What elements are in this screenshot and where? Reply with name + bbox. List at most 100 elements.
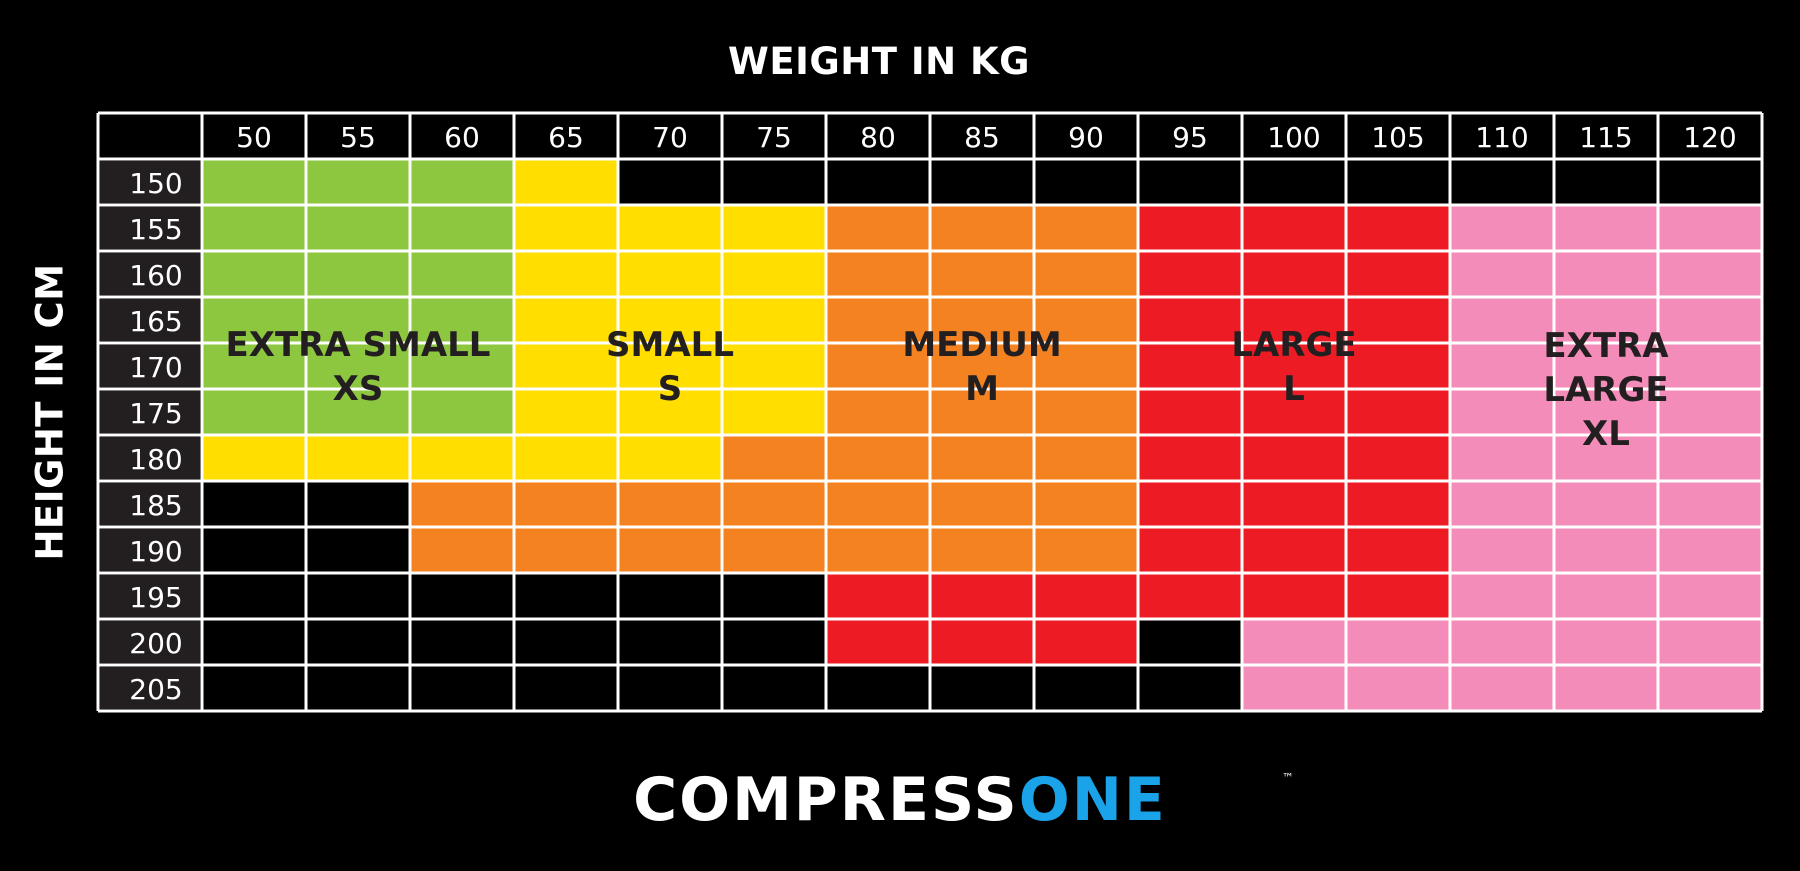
cell-155-100 [1242, 205, 1346, 251]
cell-200-55 [306, 619, 410, 665]
row-header-bg [100, 345, 200, 387]
cell-200-115 [1554, 619, 1658, 665]
size-label-xs: EXTRA SMALL [226, 325, 491, 365]
cell-150-105 [1346, 159, 1450, 205]
cell-160-55 [306, 251, 410, 297]
cell-160-120 [1658, 251, 1762, 297]
size-label-s: S [658, 369, 683, 409]
cell-170-75 [722, 343, 826, 389]
cell-150-85 [930, 159, 1034, 205]
cell-165-60 [410, 297, 514, 343]
cell-205-65 [514, 665, 618, 711]
cell-180-100 [1242, 435, 1346, 481]
y-tick-label: 155 [129, 213, 182, 246]
cell-160-110 [1450, 251, 1554, 297]
x-tick-label: 60 [444, 121, 480, 154]
x-tick-label: 75 [756, 121, 792, 154]
cell-200-95 [1138, 619, 1242, 665]
cell-190-120 [1658, 527, 1762, 573]
cell-165-70 [618, 297, 722, 343]
cell-170-50 [202, 343, 306, 389]
y-tick-label: 165 [129, 305, 182, 338]
x-tick-label: 80 [860, 121, 896, 154]
x-tick-label: 90 [1068, 121, 1104, 154]
trademark-symbol: ™ [1282, 771, 1294, 785]
cell-195-120 [1658, 573, 1762, 619]
cell-185-105 [1346, 481, 1450, 527]
x-tick-label: 105 [1371, 121, 1424, 154]
cell-150-90 [1034, 159, 1138, 205]
cell-175-70 [618, 389, 722, 435]
cell-195-100 [1242, 573, 1346, 619]
cell-165-75 [722, 297, 826, 343]
size-label-m: M [965, 369, 999, 409]
cell-160-90 [1034, 251, 1138, 297]
cell-160-115 [1554, 251, 1658, 297]
cell-175-55 [306, 389, 410, 435]
cell-180-75 [722, 435, 826, 481]
cell-175-80 [826, 389, 930, 435]
cell-165-110 [1450, 297, 1554, 343]
cell-165-80 [826, 297, 930, 343]
size-label-l: LARGE [1231, 325, 1356, 365]
cell-165-115 [1554, 297, 1658, 343]
cell-155-115 [1554, 205, 1658, 251]
cell-150-55 [306, 159, 410, 205]
cell-205-75 [722, 665, 826, 711]
row-header-bg [100, 621, 200, 663]
cell-170-60 [410, 343, 514, 389]
y-tick-label: 205 [129, 673, 182, 706]
cell-180-90 [1034, 435, 1138, 481]
cell-200-70 [618, 619, 722, 665]
y-tick-label: 160 [129, 259, 182, 292]
cell-155-70 [618, 205, 722, 251]
cell-195-80 [826, 573, 930, 619]
cell-200-75 [722, 619, 826, 665]
cell-205-70 [618, 665, 722, 711]
cell-170-55 [306, 343, 410, 389]
cell-175-110 [1450, 389, 1554, 435]
cell-200-50 [202, 619, 306, 665]
cell-190-65 [514, 527, 618, 573]
cell-155-85 [930, 205, 1034, 251]
size-label-xl: LARGE [1543, 370, 1668, 410]
cell-195-115 [1554, 573, 1658, 619]
cell-155-75 [722, 205, 826, 251]
x-axis-title: WEIGHT IN KG [728, 40, 1030, 83]
cell-160-100 [1242, 251, 1346, 297]
cell-170-80 [826, 343, 930, 389]
cell-190-105 [1346, 527, 1450, 573]
cell-170-90 [1034, 343, 1138, 389]
x-tick-label: 95 [1172, 121, 1208, 154]
y-tick-label: 170 [129, 351, 182, 384]
cell-165-120 [1658, 297, 1762, 343]
cell-205-105 [1346, 665, 1450, 711]
row-header-bg [100, 437, 200, 479]
cell-205-100 [1242, 665, 1346, 711]
row-header-bg [100, 299, 200, 341]
cell-185-95 [1138, 481, 1242, 527]
row-header-bg [100, 391, 200, 433]
cell-170-115 [1554, 343, 1658, 389]
cell-175-75 [722, 389, 826, 435]
cell-150-65 [514, 159, 618, 205]
cell-200-100 [1242, 619, 1346, 665]
cell-200-120 [1658, 619, 1762, 665]
y-tick-label: 195 [129, 581, 182, 614]
cell-205-60 [410, 665, 514, 711]
size-label-s: SMALL [606, 325, 734, 365]
cell-190-110 [1450, 527, 1554, 573]
cell-175-95 [1138, 389, 1242, 435]
y-tick-label: 200 [129, 627, 182, 660]
cell-190-60 [410, 527, 514, 573]
cell-180-60 [410, 435, 514, 481]
cell-185-70 [618, 481, 722, 527]
cell-190-85 [930, 527, 1034, 573]
cell-185-85 [930, 481, 1034, 527]
x-tick-label: 70 [652, 121, 688, 154]
y-tick-label: 175 [129, 397, 182, 430]
cell-205-110 [1450, 665, 1554, 711]
logo-text-one: ONE [1019, 768, 1167, 828]
size-label-xs: XS [333, 369, 384, 409]
